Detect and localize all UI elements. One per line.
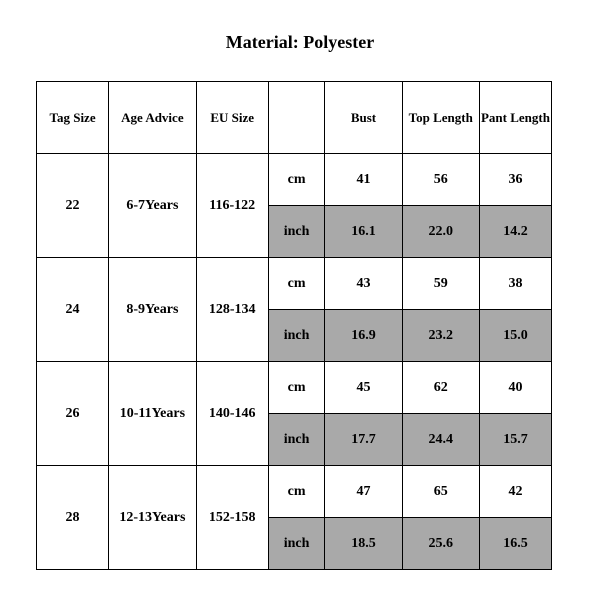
col-eu-size: EU Size [196, 82, 268, 154]
col-unit [268, 82, 325, 154]
cell-age-advice: 8-9Years [109, 258, 197, 362]
cell-top-inch: 23.2 [402, 310, 479, 362]
cell-eu-size: 152-158 [196, 466, 268, 570]
col-tag-size: Tag Size [37, 82, 109, 154]
cell-top-cm: 59 [402, 258, 479, 310]
cell-tag-size: 28 [37, 466, 109, 570]
cell-unit-inch: inch [268, 414, 325, 466]
cell-bust-cm: 41 [325, 154, 402, 206]
cell-bust-cm: 47 [325, 466, 402, 518]
size-chart: Tag Size Age Advice EU Size Bust Top Len… [0, 81, 600, 570]
size-table: Tag Size Age Advice EU Size Bust Top Len… [36, 81, 552, 570]
table-header-row: Tag Size Age Advice EU Size Bust Top Len… [37, 82, 552, 154]
cell-top-cm: 65 [402, 466, 479, 518]
cell-top-cm: 56 [402, 154, 479, 206]
cell-eu-size: 116-122 [196, 154, 268, 258]
cell-unit-inch: inch [268, 518, 325, 570]
cell-bust-cm: 43 [325, 258, 402, 310]
cell-unit-cm: cm [268, 154, 325, 206]
cell-tag-size: 26 [37, 362, 109, 466]
cell-pant-inch: 16.5 [479, 518, 551, 570]
cell-top-inch: 25.6 [402, 518, 479, 570]
table-row: 22 6-7Years 116-122 cm 41 56 36 [37, 154, 552, 206]
cell-bust-inch: 16.9 [325, 310, 402, 362]
cell-unit-inch: inch [268, 310, 325, 362]
col-bust: Bust [325, 82, 402, 154]
cell-pant-cm: 38 [479, 258, 551, 310]
cell-pant-inch: 15.0 [479, 310, 551, 362]
table-row: 26 10-11Years 140-146 cm 45 62 40 [37, 362, 552, 414]
cell-bust-inch: 18.5 [325, 518, 402, 570]
table-row: 24 8-9Years 128-134 cm 43 59 38 [37, 258, 552, 310]
table-row: 28 12-13Years 152-158 cm 47 65 42 [37, 466, 552, 518]
cell-pant-inch: 15.7 [479, 414, 551, 466]
cell-pant-cm: 42 [479, 466, 551, 518]
cell-age-advice: 12-13Years [109, 466, 197, 570]
cell-unit-inch: inch [268, 206, 325, 258]
cell-age-advice: 6-7Years [109, 154, 197, 258]
cell-bust-inch: 17.7 [325, 414, 402, 466]
cell-eu-size: 128-134 [196, 258, 268, 362]
cell-top-inch: 24.4 [402, 414, 479, 466]
cell-age-advice: 10-11Years [109, 362, 197, 466]
cell-pant-cm: 40 [479, 362, 551, 414]
cell-bust-cm: 45 [325, 362, 402, 414]
cell-tag-size: 22 [37, 154, 109, 258]
cell-bust-inch: 16.1 [325, 206, 402, 258]
cell-top-cm: 62 [402, 362, 479, 414]
cell-pant-cm: 36 [479, 154, 551, 206]
cell-unit-cm: cm [268, 466, 325, 518]
cell-top-inch: 22.0 [402, 206, 479, 258]
cell-eu-size: 140-146 [196, 362, 268, 466]
cell-pant-inch: 14.2 [479, 206, 551, 258]
col-pant-length: Pant Length [479, 82, 551, 154]
cell-tag-size: 24 [37, 258, 109, 362]
cell-unit-cm: cm [268, 362, 325, 414]
col-top-length: Top Length [402, 82, 479, 154]
col-age-advice: Age Advice [109, 82, 197, 154]
page-title: Material: Polyester [0, 0, 600, 81]
cell-unit-cm: cm [268, 258, 325, 310]
